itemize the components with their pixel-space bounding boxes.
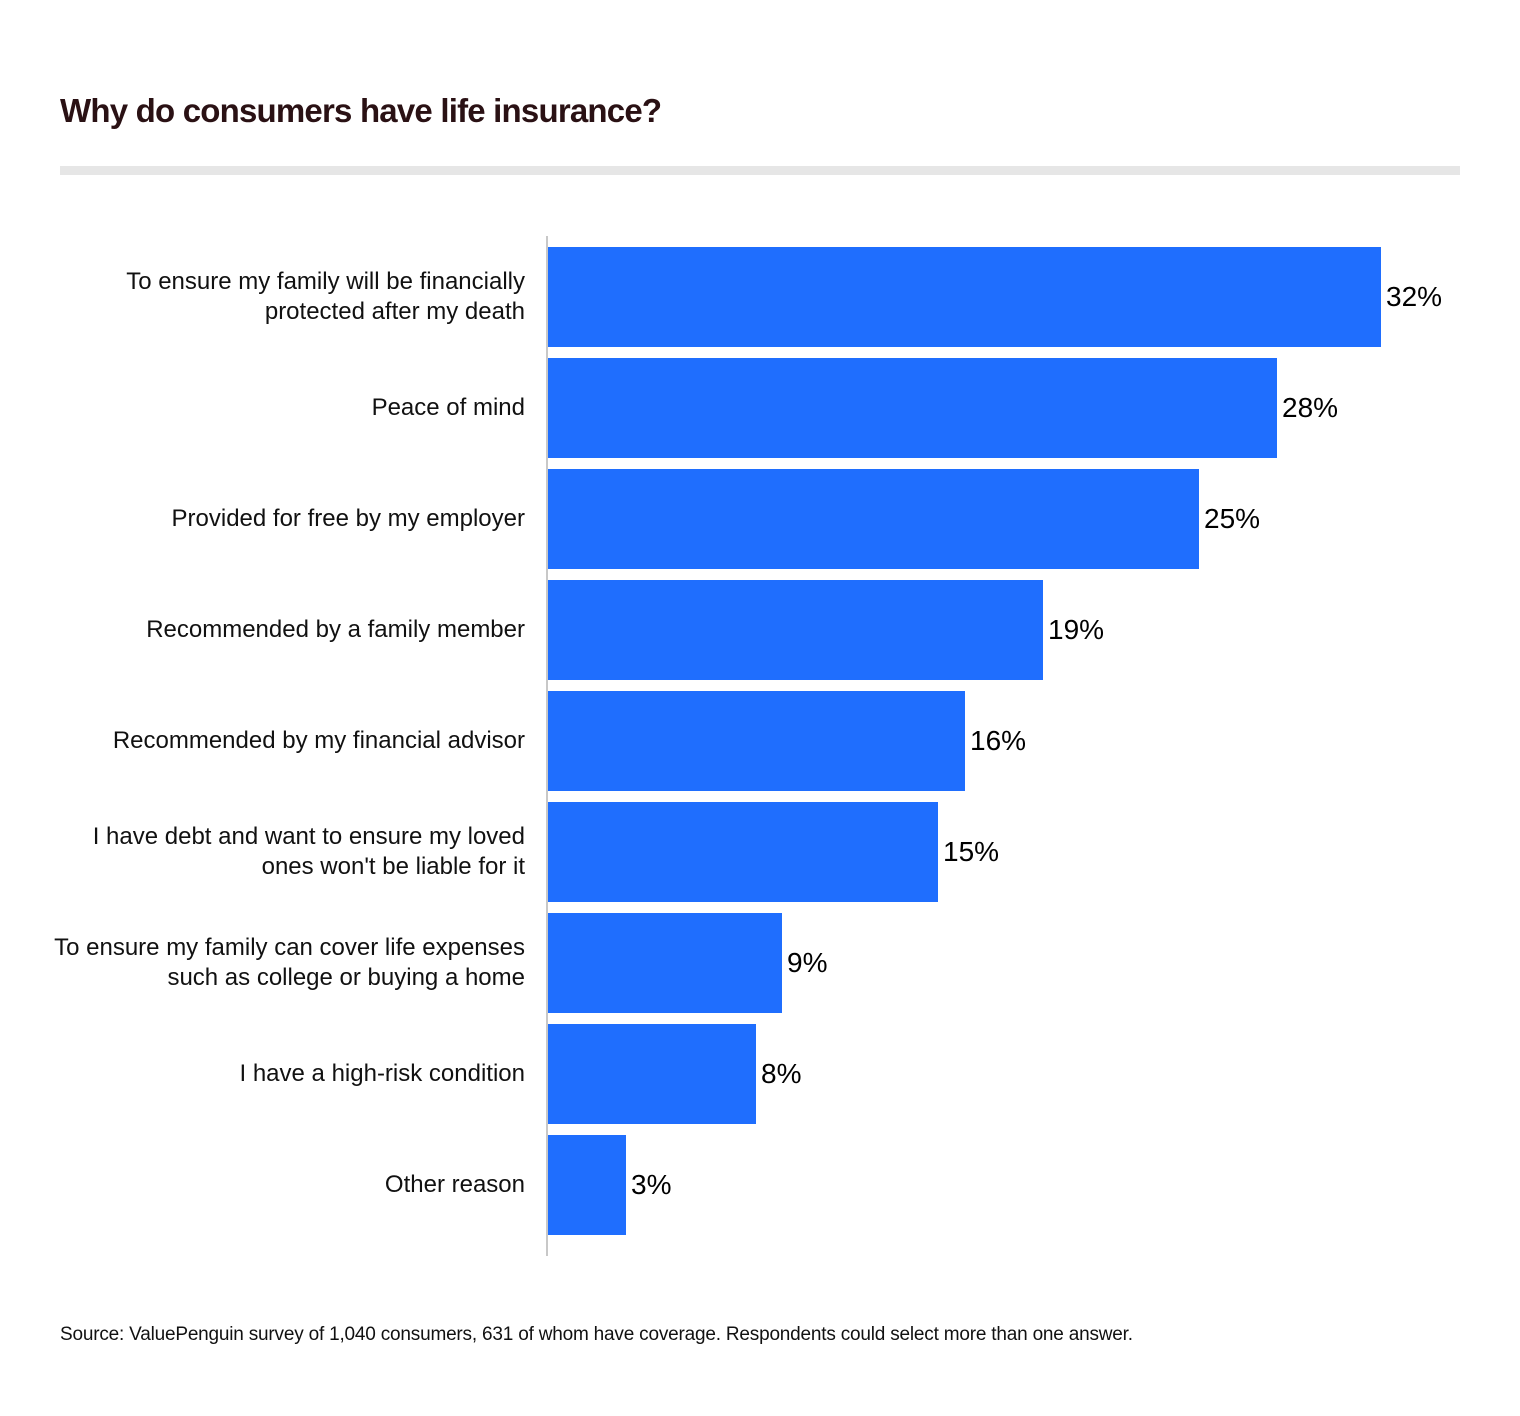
value-label: 8% — [761, 1058, 802, 1089]
bar — [548, 802, 938, 902]
bar — [548, 913, 782, 1013]
value-label: 32% — [1386, 281, 1443, 312]
bar-row: I have debt and want to ensure my loved … — [0, 802, 1520, 902]
bar — [548, 691, 965, 791]
category-label: To ensure my family will be financially … — [126, 268, 525, 325]
chart-title: Why do consumers have life insurance? — [60, 92, 662, 129]
category-label: Peace of mind — [371, 394, 525, 421]
title-divider — [60, 166, 1460, 175]
value-label: 19% — [1048, 614, 1105, 645]
bar — [548, 469, 1199, 569]
value-label: 3% — [631, 1169, 672, 1200]
bar-row: I have a high-risk condition 8% — [0, 1024, 1520, 1124]
bar-row: Provided for free by my employer 25% — [0, 469, 1520, 569]
value-label: 9% — [787, 947, 828, 978]
bar — [548, 247, 1381, 347]
category-label: I have debt and want to ensure my loved … — [92, 823, 525, 880]
bar — [548, 580, 1043, 680]
bar-row: Peace of mind 28% — [0, 358, 1520, 458]
category-label: Recommended by my financial advisor — [112, 727, 525, 754]
value-label: 28% — [1282, 392, 1339, 423]
bar-row: To ensure my family can cover life expen… — [0, 913, 1520, 1013]
bar — [548, 1135, 626, 1235]
category-label: I have a high-risk condition — [239, 1060, 526, 1087]
value-label: 15% — [943, 836, 1000, 867]
bar-row: To ensure my family will be financially … — [0, 247, 1520, 347]
bar — [548, 358, 1277, 458]
category-label: Other reason — [384, 1171, 525, 1198]
source-note: Source: ValuePenguin survey of 1,040 con… — [60, 1324, 1133, 1345]
value-label: 16% — [970, 725, 1027, 756]
bar-row: Recommended by a family member 19% — [0, 580, 1520, 680]
category-label: To ensure my family can cover life expen… — [54, 934, 525, 991]
y-axis-line — [546, 236, 548, 1256]
bar-row: Recommended by my financial advisor 16% — [0, 691, 1520, 791]
value-label: 25% — [1204, 503, 1261, 534]
category-label: Provided for free by my employer — [171, 505, 525, 532]
bar-row: Other reason 3% — [0, 1135, 1520, 1235]
category-label: Recommended by a family member — [146, 616, 525, 643]
bar — [548, 1024, 756, 1124]
